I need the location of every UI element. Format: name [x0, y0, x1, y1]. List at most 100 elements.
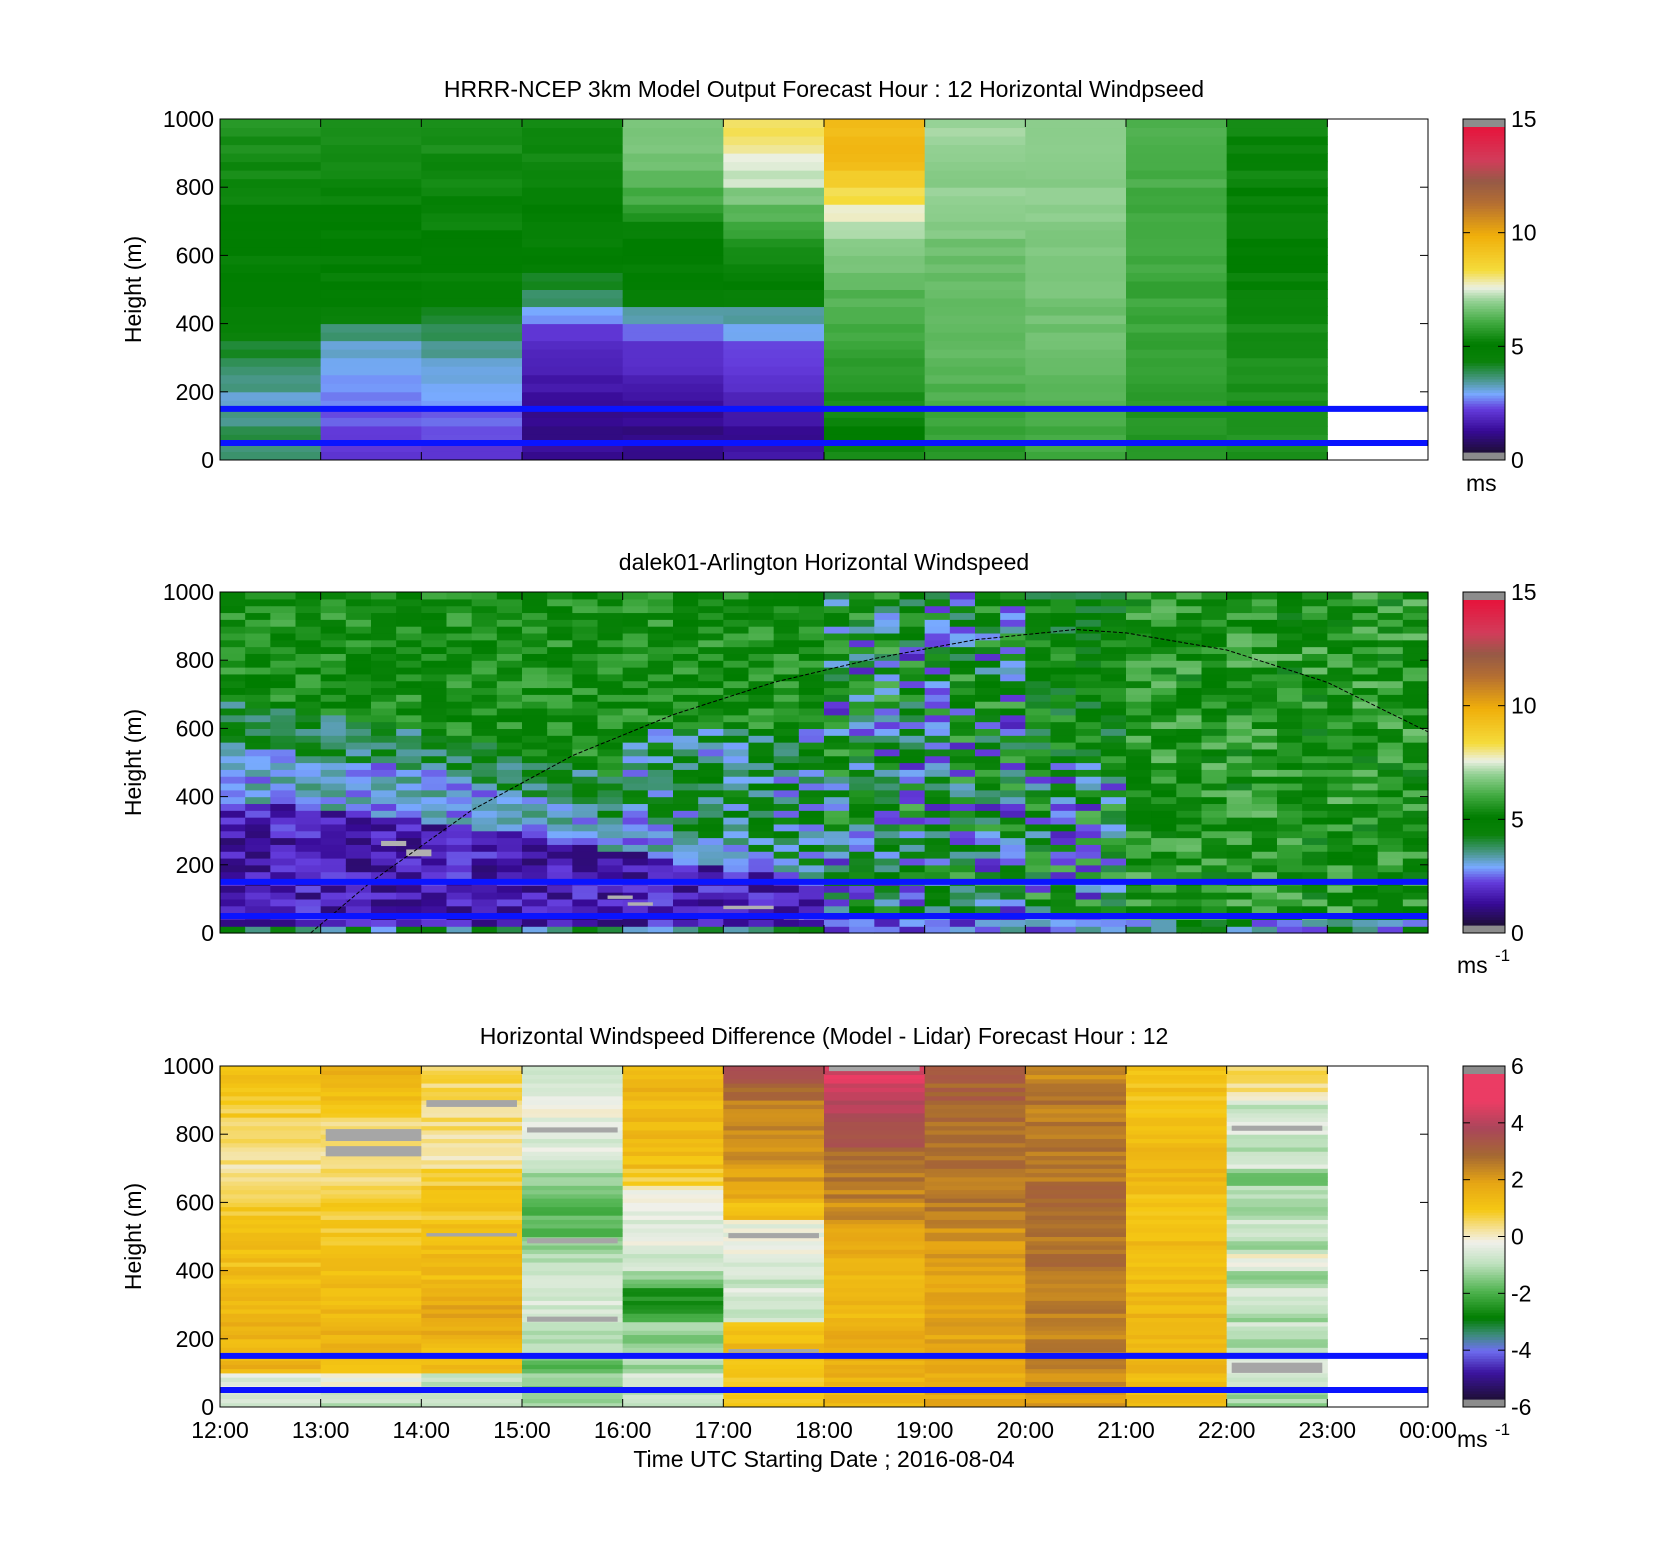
heatmap-cell [622, 830, 649, 839]
heatmap-cell [824, 238, 926, 248]
heatmap-cell [1226, 1398, 1328, 1404]
heatmap-cell [874, 619, 901, 627]
heatmap-cell [396, 782, 422, 791]
heatmap-cell [924, 789, 951, 798]
heatmap-cell [1226, 357, 1328, 367]
heatmap-cell [673, 694, 699, 702]
colorbar-swatch [1463, 673, 1505, 677]
heatmap-cell [522, 687, 548, 695]
heatmap-cell [647, 626, 674, 634]
heatmap-cell [371, 619, 397, 627]
heatmap-cell [1126, 1091, 1228, 1097]
colorbar-swatch [1463, 286, 1505, 291]
heatmap-cell [1226, 810, 1253, 818]
heatmap-cell [1226, 144, 1328, 154]
heatmap-cell [949, 632, 976, 641]
heatmap-cell [220, 1146, 322, 1152]
heatmap-cell [371, 721, 397, 729]
heatmap-cell [320, 1112, 422, 1118]
heatmap-cell [1226, 1142, 1328, 1148]
heatmap-cell [698, 673, 724, 682]
colorbar-swatch [1463, 1350, 1505, 1354]
colorbar-swatch [1463, 449, 1505, 453]
heatmap-cell [1050, 673, 1077, 682]
heatmap-cell [1025, 1176, 1127, 1182]
heatmap-cell [723, 1313, 825, 1318]
heatmap-cell [522, 619, 548, 627]
heatmap-cell [522, 195, 624, 205]
heatmap-cell [975, 823, 1001, 832]
heatmap-cell [622, 153, 724, 163]
heatmap-cell [1126, 926, 1152, 934]
heatmap-cell [371, 796, 397, 805]
heatmap-cell [446, 721, 473, 729]
heatmap-cell [522, 926, 548, 934]
heatmap-cell [1025, 349, 1127, 359]
heatmap-cell [622, 1155, 724, 1161]
heatmap-cell [1226, 1134, 1328, 1139]
heatmap-cell [1327, 844, 1354, 852]
heatmap-cell [522, 1291, 624, 1297]
heatmap-cell [1302, 857, 1328, 866]
heatmap-cell [1277, 646, 1303, 654]
heatmap-cell [1251, 796, 1278, 805]
heatmap-cell [421, 837, 448, 845]
heatmap-cell [1226, 653, 1253, 661]
heatmap-cell [622, 632, 649, 641]
heatmap-cell [547, 803, 573, 811]
heatmap-cell [924, 1146, 1026, 1152]
heatmap-cell [1126, 687, 1152, 695]
heatmap-cell [396, 701, 422, 709]
heatmap-cell [547, 694, 573, 702]
heatmap-cell [1151, 755, 1177, 764]
heatmap-cell [1377, 817, 1404, 825]
heatmap-cell [421, 451, 523, 461]
heatmap-cell [723, 851, 750, 859]
colorbar-swatch [1463, 746, 1505, 750]
heatmap-cell [1050, 612, 1077, 620]
heatmap-cell [698, 905, 724, 914]
heatmap-cell [949, 707, 976, 716]
heatmap-cell [723, 871, 750, 880]
heatmap-cell [975, 844, 1001, 852]
heatmap-cell [371, 728, 397, 736]
heatmap-cell [874, 851, 901, 859]
heatmap-cell [1226, 1304, 1328, 1310]
heatmap-cell [622, 400, 724, 410]
heatmap-cell [547, 823, 573, 832]
heatmap-cell [723, 1083, 825, 1088]
heatmap-cell [220, 1240, 322, 1246]
heatmap-cell [673, 810, 699, 818]
heatmap-cell [270, 714, 297, 723]
heatmap-cell [1050, 844, 1077, 852]
heatmap-cell [572, 707, 599, 716]
heatmap-cell [824, 263, 926, 273]
heatmap-cell [1302, 926, 1328, 934]
heatmap-cell [1277, 680, 1303, 689]
heatmap-cell [522, 1270, 624, 1276]
heatmap-cell [874, 605, 901, 614]
heatmap-cell [924, 919, 951, 927]
heatmap-cell [1176, 646, 1203, 654]
heatmap-cell [723, 612, 750, 620]
heatmap-cell [1201, 748, 1228, 757]
heatmap-cell [899, 748, 926, 757]
heatmap-cell [622, 272, 724, 282]
heatmap-cell [899, 619, 926, 627]
y-axis-label: Height (m) [120, 236, 146, 343]
heatmap-cell [1226, 1070, 1328, 1076]
heatmap-cell [1126, 1364, 1228, 1370]
heatmap-cell [1126, 1360, 1228, 1365]
heatmap-cell [1000, 592, 1026, 600]
heatmap-cell [220, 451, 322, 461]
heatmap-cell [1151, 789, 1177, 798]
heatmap-cell [270, 605, 297, 614]
colorbar-tick-label: 0 [1511, 447, 1524, 473]
heatmap-cell [1377, 605, 1404, 614]
heatmap-cell [320, 357, 422, 367]
heatmap-cell [1126, 871, 1152, 880]
heatmap-cell [849, 898, 875, 907]
heatmap-cell [647, 905, 674, 914]
heatmap-cell [597, 871, 624, 880]
heatmap-cell [824, 701, 850, 709]
